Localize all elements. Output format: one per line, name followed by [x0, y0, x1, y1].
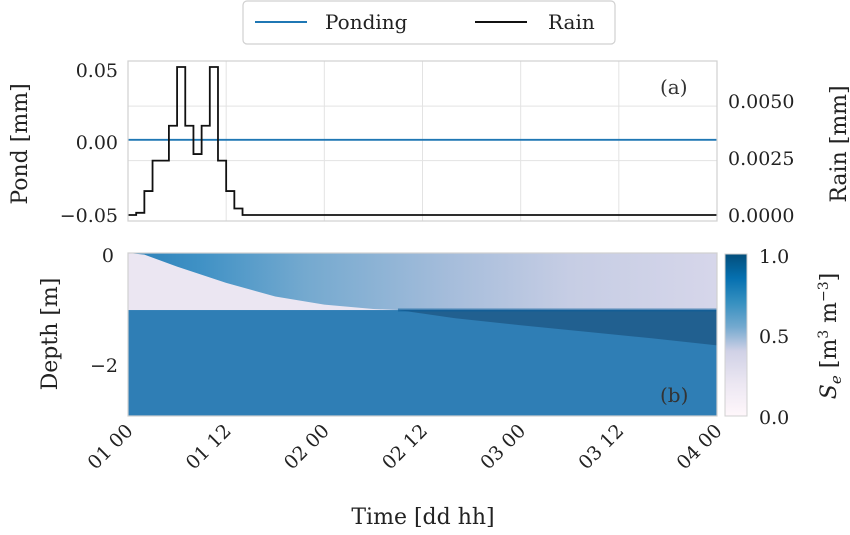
x-tick-labels: 01 00 01 12 02 00 02 12 03 00 03 12 04 00	[84, 420, 727, 474]
xtick-label: 01 12	[182, 420, 236, 474]
series-rain-line	[128, 66, 717, 216]
heatmap-wetting-zone	[128, 253, 717, 311]
xtick-label: 03 00	[476, 420, 530, 474]
panel-b: (b) 0 −2 Depth [m] 1.0 0.5 0.0 Se [m3 m−…	[38, 245, 845, 530]
ytick-right-1: 0.0025	[728, 148, 794, 170]
xtick-label: 04 00	[673, 420, 727, 474]
ytick-depth-0: 0	[102, 245, 114, 267]
colorbar-tick-1: 0.5	[759, 326, 789, 348]
ylabel-depth: Depth [m]	[38, 278, 63, 391]
ytick-left-2: −0.05	[60, 205, 118, 227]
ytick-right-2: 0.0000	[728, 205, 794, 227]
colorbar-tick-2: 0.0	[759, 407, 789, 429]
legend-label-ponding: Ponding	[325, 10, 408, 34]
panel-a-label: (a)	[660, 75, 688, 99]
panel-a-grid	[127, 61, 718, 221]
xlabel-time: Time [dd hh]	[351, 505, 494, 530]
ytick-left-0: 0.05	[76, 60, 118, 82]
colorbar-label: Se [m3 m−3]	[816, 273, 845, 399]
colorbar	[724, 253, 748, 417]
legend: Ponding Rain	[242, 0, 616, 45]
xtick-label: 02 12	[378, 420, 432, 474]
colorbar-tick-0: 1.0	[759, 246, 789, 268]
ylabel-right-rain: Rain [mm]	[827, 85, 850, 202]
xtick-label: 01 00	[84, 420, 138, 474]
panel-a: (a) 0.05 0.00 −0.05 0.0050 0.0025 0.0000…	[8, 60, 850, 227]
panel-b-label: (b)	[660, 383, 688, 407]
ytick-depth-1: −2	[90, 355, 118, 377]
xtick-label: 03 12	[574, 420, 628, 474]
panel-b-frame	[127, 252, 718, 417]
legend-box	[242, 0, 616, 45]
panel-a-frame	[127, 60, 718, 222]
xtick-label: 02 00	[280, 420, 334, 474]
ylabel-left-pond: Pond [mm]	[8, 83, 33, 204]
heatmap-saturated-front	[397, 310, 717, 346]
ytick-left-1: 0.00	[76, 132, 118, 154]
ytick-right-0: 0.0050	[728, 91, 794, 113]
legend-label-rain: Rain	[548, 10, 595, 34]
